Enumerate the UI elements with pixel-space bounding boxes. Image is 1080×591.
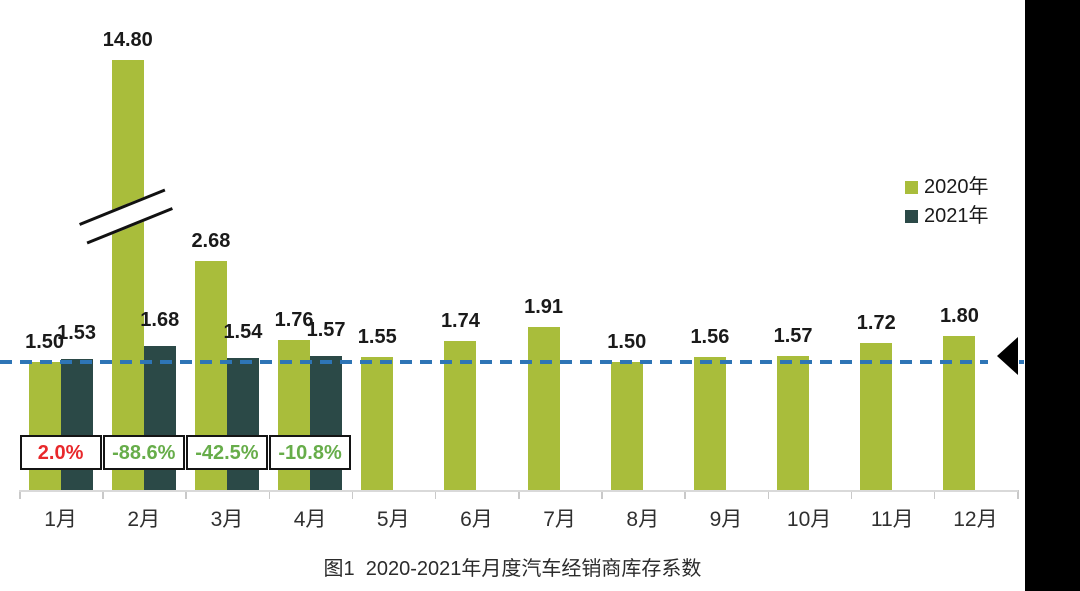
x-axis-tick: [185, 490, 187, 499]
value-label-2021-m2: 1.68: [140, 309, 180, 332]
legend-label-2020: 2020年: [924, 176, 989, 198]
bar-2020-m11: [860, 342, 893, 490]
x-axis-label-m10: 10月: [786, 508, 832, 531]
legend-swatch-2021-icon: [905, 209, 918, 223]
x-axis-label-m5: 5月: [376, 508, 410, 531]
x-axis-label-m12: 12月: [953, 508, 998, 531]
value-label-2020-m2: 14.80: [102, 29, 153, 51]
legend-item-2021: 2021年: [905, 205, 989, 227]
value-label-2020-m12: 1.80: [939, 305, 979, 328]
value-label-2021-m4: 1.57: [306, 318, 346, 341]
x-axis-tick: [601, 490, 603, 499]
x-axis-tick: [19, 490, 21, 499]
value-label-2020-m8: 1.50: [607, 330, 647, 353]
chart-title: 图1 2020-2021年月度汽车经销商库存系数: [323, 558, 702, 580]
x-axis-label-m8: 8月: [626, 508, 660, 531]
reference-line: [0, 360, 988, 364]
value-label-2020-m9: 1.56: [690, 325, 730, 348]
legend: 2020年 2021年: [905, 176, 989, 227]
value-label-2020-m7: 1.91: [524, 295, 564, 318]
yoy-change-box-m1: 2.0%: [19, 435, 102, 470]
yoy-change-box-m4: -10.8%: [269, 435, 352, 470]
bar-2020-m2: [111, 60, 144, 490]
x-axis-tick: [850, 490, 853, 499]
bar-2020-m8: [610, 361, 643, 490]
value-label-2020-m1: 1.50: [25, 330, 65, 353]
bar-2021-m1: [60, 359, 93, 490]
value-label-2020-m10: 1.57: [773, 324, 813, 347]
x-axis-label-m9: 9月: [709, 508, 743, 531]
x-axis-tick: [102, 490, 104, 499]
x-axis-tick: [434, 490, 437, 499]
value-label-2021-m1: 1.53: [57, 322, 97, 345]
x-axis-label-m11: 11月: [870, 508, 914, 531]
x-axis-line: [19, 490, 1018, 492]
x-axis-tick: [351, 490, 354, 499]
yoy-change-box-m3: -42.5%: [185, 435, 268, 470]
x-axis-label-m3: 3月: [210, 508, 244, 531]
reference-arrow-icon: [997, 337, 1018, 375]
value-label-2020-m11: 1.72: [856, 311, 896, 334]
legend-item-2020: 2020年: [905, 176, 989, 198]
value-label-2020-m5: 1.55: [357, 326, 397, 349]
bar-2020-m1: [28, 361, 61, 490]
x-axis-tick: [1017, 490, 1019, 499]
x-axis-label-m1: 1月: [44, 508, 77, 531]
x-axis-tick: [684, 490, 686, 499]
x-axis-tick: [767, 490, 769, 499]
right-black-strip: [1025, 0, 1080, 591]
bar-2020-m10: [777, 355, 810, 490]
x-axis-label-m2: 2月: [127, 508, 161, 531]
value-label-2020-m4: 1.76: [274, 308, 314, 331]
bar-2020-m9: [693, 356, 726, 490]
bar-2020-m7: [527, 326, 560, 490]
x-axis-tick: [518, 490, 520, 499]
reference-line-end-dash: [1019, 360, 1024, 364]
legend-swatch-2020-icon: [905, 180, 918, 194]
yoy-change-box-m2: -88.6%: [102, 435, 185, 470]
x-axis-tick: [933, 490, 936, 499]
x-axis-label-m4: 4月: [293, 508, 327, 531]
value-label-2021-m3: 1.54: [223, 321, 263, 344]
value-label-2020-m6: 1.74: [440, 310, 480, 333]
bar-2021-m3: [226, 358, 259, 490]
legend-label-2021: 2021年: [924, 205, 989, 227]
value-label-2020-m3: 2.68: [191, 229, 231, 252]
x-axis-label-m7: 7月: [543, 508, 576, 531]
bar-2020-m5: [361, 357, 394, 490]
bar-2020-m6: [444, 341, 477, 490]
x-axis-tick: [268, 490, 270, 499]
x-axis-label-m6: 6月: [460, 508, 493, 531]
